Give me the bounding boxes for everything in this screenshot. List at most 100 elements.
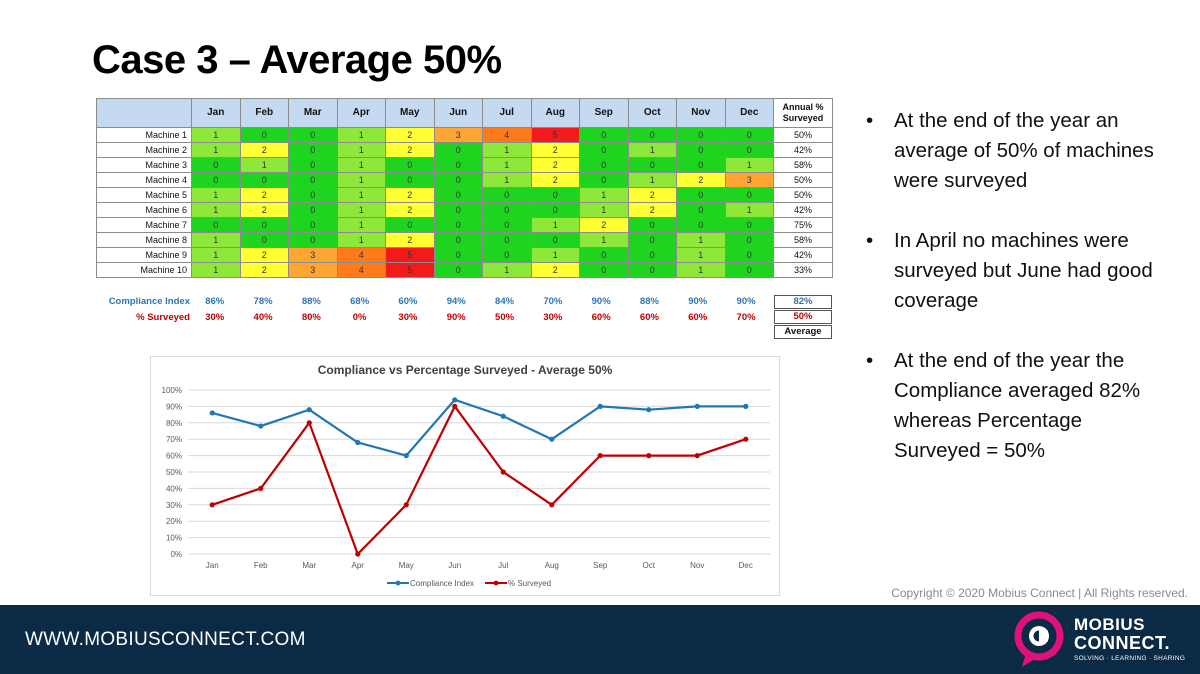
machine-name: Machine 9 <box>96 247 192 263</box>
table-row: Machine 9 1 2 3 4 5 0 0 1 0 0 1 0 42% <box>96 247 833 263</box>
surveyed-value: 80% <box>301 312 321 323</box>
mobius-connect-logo: MOBIUS CONNECT. SOLVING · LEARNING · SHA… <box>1012 609 1192 671</box>
survey-count-cell: 1 <box>191 247 241 263</box>
survey-count-cell: 0 <box>288 127 338 143</box>
survey-count-cell: 0 <box>239 172 289 188</box>
data-point <box>694 453 700 459</box>
y-tick-label: 50% <box>166 468 182 477</box>
survey-count-cell: 1 <box>482 157 532 173</box>
survey-count-cell: 2 <box>530 262 580 278</box>
survey-count-cell: 0 <box>433 187 483 203</box>
surveyed-value: 30% <box>205 312 225 323</box>
data-point <box>743 403 749 409</box>
survey-count-cell: 0 <box>288 142 338 158</box>
survey-count-cell: 0 <box>676 217 726 233</box>
survey-count-cell: 0 <box>482 247 532 263</box>
survey-count-cell: 0 <box>579 172 629 188</box>
survey-count-cell: 2 <box>239 247 289 263</box>
surveyed-label: % Surveyed <box>136 312 190 323</box>
surveyed-value: 60% <box>688 312 708 323</box>
survey-count-cell: 1 <box>336 157 386 173</box>
surveyed-value: 70% <box>736 312 756 323</box>
survey-count-cell: 0 <box>239 217 289 233</box>
annual-surveyed-cell: 33% <box>773 262 833 278</box>
data-point <box>355 439 361 446</box>
annual-surveyed-cell: 42% <box>773 247 833 263</box>
survey-count-cell: 0 <box>579 247 629 263</box>
footer-website-link[interactable]: WWW.MOBIUSCONNECT.COM <box>25 629 306 650</box>
machine-name: Machine 5 <box>96 187 192 203</box>
y-tick-label: 30% <box>166 501 182 510</box>
compliance-value: 70% <box>543 296 563 307</box>
survey-count-cell: 0 <box>385 217 435 233</box>
data-point <box>646 407 652 413</box>
machine-name: Machine 8 <box>96 232 192 248</box>
survey-count-cell: 2 <box>385 127 435 143</box>
survey-count-cell: 0 <box>579 142 629 158</box>
survey-count-cell: 0 <box>724 217 774 233</box>
survey-count-cell: 2 <box>627 187 677 203</box>
survey-count-cell: 2 <box>530 172 580 188</box>
survey-count-cell: 0 <box>530 202 580 218</box>
chart-title: Compliance vs Percentage Surveyed - Aver… <box>318 363 613 377</box>
survey-count-cell: 2 <box>385 142 435 158</box>
survey-count-cell: 2 <box>239 262 289 278</box>
survey-count-cell: 1 <box>336 187 386 203</box>
survey-count-cell: 0 <box>530 232 580 248</box>
series-line <box>211 398 746 457</box>
month-header: Apr <box>336 98 386 128</box>
survey-count-cell: 0 <box>676 157 726 173</box>
chart-frame <box>150 356 780 596</box>
data-point <box>597 403 603 409</box>
data-point <box>355 551 361 557</box>
survey-count-cell: 1 <box>579 202 629 218</box>
survey-count-cell: 2 <box>239 187 289 203</box>
month-header: Mar <box>288 98 338 128</box>
data-point <box>403 502 409 508</box>
annual-surveyed-header: Annual % Surveyed <box>773 98 833 128</box>
machine-name: Machine 10 <box>96 262 192 278</box>
y-tick-label: 40% <box>166 484 182 493</box>
survey-count-cell: 0 <box>288 202 338 218</box>
data-point <box>452 403 458 409</box>
compliance-average-value: 82% <box>774 295 832 309</box>
survey-count-cell: 2 <box>530 142 580 158</box>
survey-count-cell: 0 <box>191 217 241 233</box>
x-tick-label: Mar <box>302 561 316 570</box>
table-row: Machine 4 0 0 0 1 0 0 1 2 0 1 2 3 50% <box>96 172 833 188</box>
table-row: Machine 2 1 2 0 1 2 0 1 2 0 1 0 0 42% <box>96 142 833 158</box>
surveyed-value: 50% <box>495 312 515 323</box>
month-header: Jun <box>433 98 483 128</box>
survey-count-cell: 2 <box>385 232 435 248</box>
compliance-value: 88% <box>639 296 659 307</box>
survey-count-cell: 0 <box>579 127 629 143</box>
survey-count-cell: 1 <box>482 142 532 158</box>
data-point <box>500 413 506 419</box>
x-tick-label: Jul <box>498 561 508 570</box>
survey-count-cell: 3 <box>288 262 338 278</box>
survey-count-cell: 1 <box>336 202 386 218</box>
annual-surveyed-cell: 75% <box>773 217 833 233</box>
survey-count-cell: 0 <box>724 187 774 203</box>
x-tick-label: Jan <box>206 561 219 570</box>
x-tick-label: May <box>399 561 414 570</box>
survey-count-cell: 1 <box>336 232 386 248</box>
logo-wordmark-line2: CONNECT. <box>1074 633 1171 653</box>
survey-count-cell: 2 <box>239 142 289 158</box>
compliance-value: 90% <box>736 296 756 307</box>
survey-count-cell: 0 <box>482 187 532 203</box>
survey-count-cell: 0 <box>676 202 726 218</box>
survey-count-cell: 0 <box>627 232 677 248</box>
survey-count-cell: 1 <box>530 247 580 263</box>
y-tick-label: 70% <box>166 435 182 444</box>
surveyed-value: 60% <box>639 312 659 323</box>
survey-count-cell: 0 <box>724 232 774 248</box>
survey-count-cell: 1 <box>676 247 726 263</box>
survey-count-cell: 2 <box>530 157 580 173</box>
survey-count-cell: 1 <box>191 127 241 143</box>
compliance-value: 84% <box>495 296 515 307</box>
survey-count-cell: 0 <box>385 172 435 188</box>
footer-bar: WWW.MOBIUSCONNECT.COM MOBIUS CONNECT. SO… <box>0 605 1200 674</box>
y-tick-label: 60% <box>166 452 182 461</box>
survey-count-cell: 0 <box>385 157 435 173</box>
